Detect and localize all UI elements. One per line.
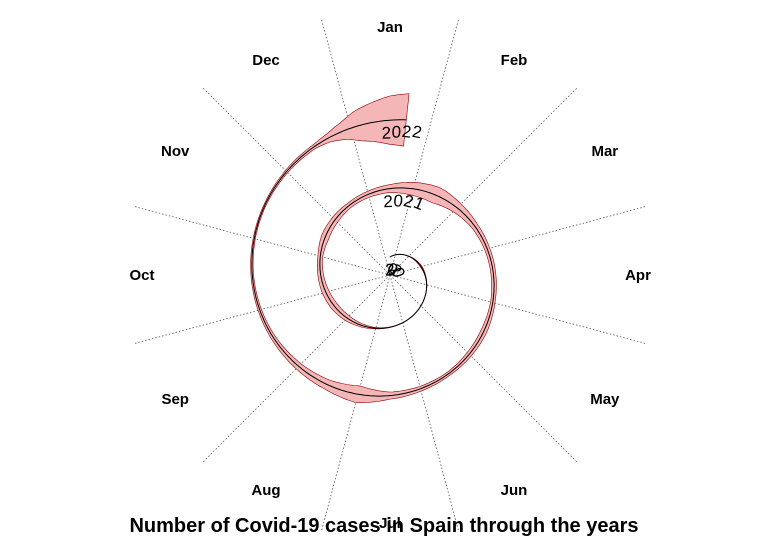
grid-ray-6 xyxy=(389,274,459,532)
grid-ray-10 xyxy=(133,206,391,276)
month-label-jul: Jul xyxy=(379,515,401,532)
time-spiral-line xyxy=(251,119,495,397)
year-label-2020-char-1: 2 xyxy=(385,260,395,279)
month-label-oct: Oct xyxy=(129,267,154,284)
month-label-nov: Nov xyxy=(161,143,190,160)
year-label-2021-char-1: 2 xyxy=(383,192,393,211)
month-label-mar: Mar xyxy=(591,143,618,160)
year-label-2022-char-2: 0 xyxy=(391,122,401,141)
grid-ray-5 xyxy=(389,274,578,463)
line-layer xyxy=(251,119,495,397)
grid-ray-9 xyxy=(133,274,391,344)
grid-layer xyxy=(133,18,647,532)
grid-ray-7 xyxy=(321,274,391,532)
grid-ray-2 xyxy=(389,87,578,276)
year-label-2021-char-3: 2 xyxy=(402,191,416,212)
month-label-may: May xyxy=(590,391,620,408)
grid-ray-11 xyxy=(202,87,391,276)
band-layer xyxy=(250,93,497,403)
grid-ray-1 xyxy=(389,18,459,276)
chart-title: Number of Covid-19 cases in Spain throug… xyxy=(129,515,638,537)
month-label-jun: Jun xyxy=(501,482,528,499)
grid-ray-8 xyxy=(202,274,391,463)
grid-ray-12 xyxy=(321,18,391,276)
month-label-dec: Dec xyxy=(252,52,280,69)
grid-ray-4 xyxy=(389,274,647,344)
cases-band xyxy=(250,93,497,403)
year-label-2022-char-4: 2 xyxy=(411,122,424,142)
year-label-2022-char-1: 2 xyxy=(381,124,391,143)
month-label-jan: Jan xyxy=(377,19,403,36)
year-label-2022: 2 0 22 xyxy=(381,122,423,143)
month-label-aug: Aug xyxy=(251,482,280,499)
year-label-2021: 2 021 xyxy=(383,191,427,214)
month-label-apr: Apr xyxy=(625,267,651,284)
label-layer: JanFebMarAprMayJunJulAugSepOctNovDec2020… xyxy=(129,19,651,532)
grid-ray-3 xyxy=(389,206,647,276)
year-label-2022-char-3: 2 xyxy=(401,122,413,142)
month-label-feb: Feb xyxy=(501,52,528,69)
month-label-sep: Sep xyxy=(161,391,189,408)
year-label-2021-char-2: 0 xyxy=(392,191,403,211)
